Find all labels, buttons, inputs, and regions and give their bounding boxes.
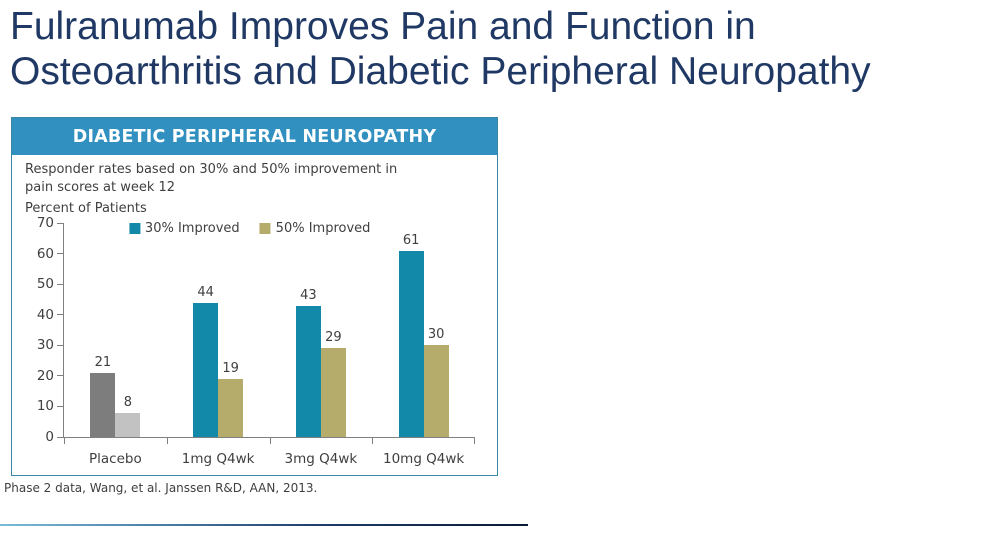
bar-value-label: 61 <box>402 232 420 248</box>
bar-10mg-q4wk-50-improved <box>423 345 449 437</box>
bar-1mg-q4wk-50-improved <box>218 378 244 437</box>
page-title-line2: Osteoarthritis and Diabetic Peripheral N… <box>10 50 871 93</box>
bar-3mg-q4wk-50-improved <box>320 348 346 437</box>
page-title-line1: Fulranumab Improves Pain and Function in <box>10 5 756 48</box>
chart-subtitle-line1: Responder rates based on 30% and 50% imp… <box>25 162 398 177</box>
y-axis-tick-label: 60 <box>36 245 54 262</box>
chart-subtitle: Responder rates based on 30% and 50% imp… <box>25 161 397 197</box>
bar-value-label: 43 <box>300 287 317 303</box>
bar-value-label: 29 <box>325 330 342 346</box>
page-title: Fulranumab Improves Pain and Function in… <box>10 4 980 94</box>
legend-item: 50% Improved <box>259 221 371 236</box>
bar-value-label: 19 <box>222 360 239 376</box>
y-axis-tick <box>57 375 64 377</box>
bar-placebo-50-improved <box>115 412 141 437</box>
x-axis-category-label: 3mg Q4wk <box>284 451 358 467</box>
x-axis-category-label: 10mg Q4wk <box>382 451 465 467</box>
x-axis-tick <box>372 437 374 444</box>
chart-panel: DIABETIC PERIPHERAL NEUROPATHY Responder… <box>11 117 498 476</box>
legend-swatch-30-improved <box>128 223 140 234</box>
bar-value-label: 8 <box>123 394 133 410</box>
x-axis-tick <box>64 437 65 444</box>
y-axis-tick <box>57 344 64 346</box>
y-axis-tick-label: 70 <box>36 215 54 231</box>
bar-10mg-q4wk-30-improved <box>398 250 424 437</box>
legend-label: 50% Improved <box>275 221 371 236</box>
x-axis-category-label: Placebo <box>89 451 142 467</box>
y-axis-tick <box>57 314 64 316</box>
y-axis-tick-label: 50 <box>36 276 54 293</box>
x-axis-category-label: 1mg Q4wk <box>181 451 255 467</box>
panel-header: DIABETIC PERIPHERAL NEUROPATHY <box>12 118 497 155</box>
y-axis-title: Percent of Patients <box>25 201 147 216</box>
bar-value-label: 21 <box>94 354 112 370</box>
y-axis-tick-label: 10 <box>36 398 54 415</box>
bar-1mg-q4wk-30-improved <box>193 302 219 437</box>
bar-value-label: 44 <box>197 284 214 300</box>
y-axis-tick <box>57 283 64 285</box>
y-axis-tick <box>57 222 64 224</box>
bar-value-label: 30 <box>427 327 445 343</box>
plot-area: 0 10 20 30 40 50 60 70 21 8 Placebo 44 19 1mg Q4wk 43 2… <box>37 215 475 467</box>
chart-legend: 30% Improved 50% Improved <box>128 221 371 236</box>
x-axis-tick <box>269 437 271 444</box>
y-axis-tick <box>57 436 64 438</box>
citation-footnote: Phase 2 data, Wang, et al. Janssen R&D, … <box>4 481 318 495</box>
y-axis-tick-label: 40 <box>36 306 54 323</box>
y-axis-tick-label: 20 <box>36 367 54 384</box>
y-axis-tick-label: 30 <box>36 337 54 354</box>
legend-swatch-50-improved <box>259 223 271 234</box>
y-axis-tick <box>57 253 64 255</box>
chart-subtitle-line2: pain scores at week 12 <box>25 180 176 195</box>
legend-item: 30% Improved <box>128 221 240 236</box>
y-axis-tick <box>57 405 64 407</box>
y-axis-tick-label: 0 <box>45 429 54 445</box>
bottom-divider <box>0 524 528 526</box>
legend-label: 30% Improved <box>144 221 240 236</box>
bar-3mg-q4wk-30-improved <box>295 305 321 437</box>
x-axis-tick <box>166 437 168 444</box>
bar-placebo-30-improved <box>90 372 116 437</box>
x-axis-tick <box>474 437 475 444</box>
